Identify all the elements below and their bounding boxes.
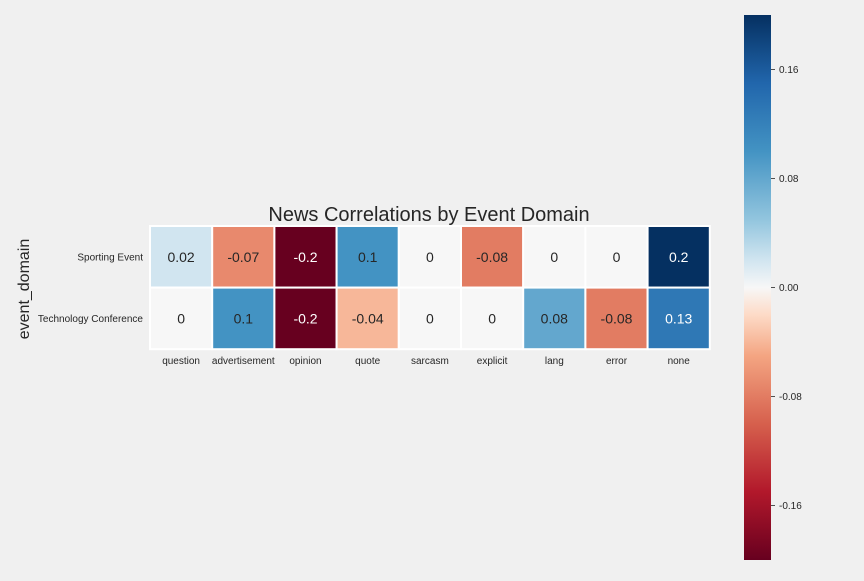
cell-value-label: 0 xyxy=(550,249,558,265)
heatmap-cells: 0.02 -0.07 -0.2 0.1 0 -0.08 0 0 0.2 0 0.1 -0.2 -0.04… xyxy=(149,225,711,351)
y-axis-label: event_domain xyxy=(16,239,33,340)
x-tick-label: opinion xyxy=(289,356,321,367)
colorbar-tick-label: 0.08 xyxy=(779,174,799,185)
cell-value-label: 0.1 xyxy=(234,310,254,326)
heatmap-cell xyxy=(646,286,711,351)
x-tick-label: sarcasm xyxy=(411,356,449,367)
colorbar-tick-label: 0.00 xyxy=(779,283,799,294)
colorbar xyxy=(744,15,771,560)
cell-value-label: -0.08 xyxy=(601,310,633,326)
y-tick-label: Sporting Event xyxy=(77,252,143,263)
heatmap-cell xyxy=(149,225,214,289)
cell-value-label: 0 xyxy=(426,310,434,326)
cell-value-label: 0 xyxy=(426,249,434,265)
y-tick-label: Technology Conference xyxy=(38,314,144,325)
x-tick-label: question xyxy=(162,356,200,367)
cell-value-label: 0.13 xyxy=(665,310,692,326)
cell-value-label: 0.1 xyxy=(358,249,378,265)
heatmap-cell xyxy=(584,286,649,351)
heatmap-cell xyxy=(273,286,338,351)
heatmap-cell xyxy=(522,286,587,351)
heatmap-cell xyxy=(149,286,214,351)
cell-value-label: 0 xyxy=(177,310,185,326)
cell-value-label: -0.04 xyxy=(352,310,384,326)
colorbar-tick-label: -0.16 xyxy=(779,501,802,512)
cell-value-label: -0.07 xyxy=(227,249,259,265)
x-tick-label: lang xyxy=(545,356,564,367)
cell-value-label: -0.08 xyxy=(476,249,508,265)
x-tick-label: advertisement xyxy=(212,356,275,367)
x-tick-label: error xyxy=(606,356,628,367)
colorbar-tick-label: 0.16 xyxy=(779,65,799,76)
heatmap-cell xyxy=(335,286,400,351)
heatmap-cell xyxy=(211,225,276,289)
cell-value-label: 0.02 xyxy=(167,249,194,265)
cell-value-label: -0.2 xyxy=(293,310,317,326)
x-tick-label: none xyxy=(668,356,691,367)
cell-value-label: 0 xyxy=(488,310,496,326)
heatmap-cell xyxy=(584,225,649,289)
chart-title: News Correlations by Event Domain xyxy=(268,204,589,226)
colorbar-ticks: 0.16 0.08 0.00 -0.08 -0.16 xyxy=(771,65,802,512)
x-tick-labels: question advertisement opinion quote sarcasm… xyxy=(162,356,690,367)
x-tick-label: quote xyxy=(355,356,380,367)
colorbar-tick-label: -0.08 xyxy=(779,392,802,403)
cell-value-label: -0.2 xyxy=(293,249,317,265)
y-tick-labels: Sporting Event Technology Conference xyxy=(38,252,144,325)
cell-value-label: 0 xyxy=(613,249,621,265)
cell-value-label: 0.08 xyxy=(541,310,568,326)
heatmap-cell xyxy=(460,225,525,289)
cell-value-label: 0.2 xyxy=(669,249,689,265)
heatmap-cell xyxy=(397,286,462,351)
x-tick-label: explicit xyxy=(477,356,508,367)
